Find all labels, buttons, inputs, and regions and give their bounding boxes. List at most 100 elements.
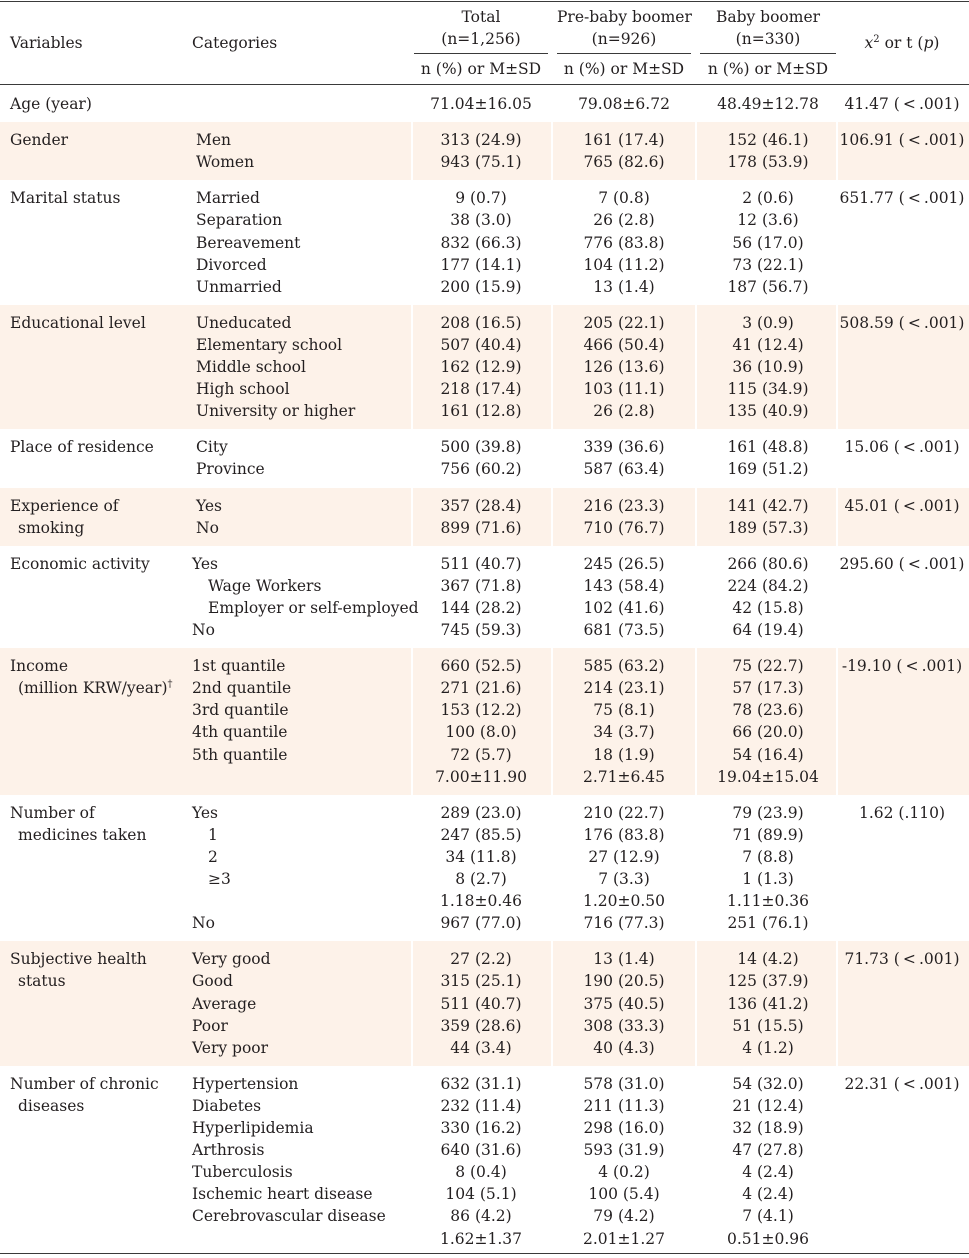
category-label: 1: [208, 825, 218, 844]
value-pre: 176 (83.8): [583, 825, 665, 844]
value-total: 640 (31.6): [440, 1141, 522, 1160]
variable-label: Number of: [10, 803, 95, 822]
value-total: 899 (71.6): [440, 518, 522, 537]
value-pre: 776 (83.8): [583, 233, 665, 252]
value-total: 72 (5.7): [450, 745, 512, 764]
value-baby: 3 (0.9): [742, 313, 794, 332]
value-total: 367 (71.8): [440, 576, 522, 595]
category-label: University or higher: [196, 402, 356, 421]
category-label: Uneducated: [196, 313, 292, 332]
value-baby: 51 (15.5): [732, 1016, 804, 1035]
value-pre: 214 (23.1): [583, 679, 665, 698]
band-separator: [551, 941, 553, 1066]
band-separator: [411, 122, 413, 181]
value-baby: 73 (22.1): [732, 255, 804, 274]
value-pre: 210 (22.7): [583, 803, 665, 822]
value-total: 200 (15.9): [440, 277, 522, 296]
category-label: Cerebrovascular disease: [192, 1207, 386, 1226]
value-total: 359 (28.6): [440, 1016, 522, 1035]
variable-label: smoking: [18, 518, 85, 537]
value-pre: 375 (40.5): [583, 994, 665, 1013]
header-stat-x: x: [864, 34, 874, 52]
value-pre: 593 (31.9): [583, 1141, 665, 1160]
category-label: Middle school: [196, 358, 306, 376]
value-total: 1.18±0.46: [439, 892, 522, 911]
category-label: Divorced: [196, 255, 267, 274]
category-label: High school: [196, 380, 290, 399]
value-pre: 681 (73.5): [583, 621, 665, 639]
category-label: Married: [196, 189, 260, 208]
category-label: No: [192, 914, 215, 933]
value-total: 9 (0.7): [455, 189, 507, 208]
statistic-value: 508.59 ( < .001): [839, 313, 965, 332]
value-pre: 143 (58.4): [583, 576, 665, 595]
value-total: 208 (16.5): [440, 313, 522, 332]
footnote-mark: †: [167, 679, 173, 691]
band-separator: [695, 304, 697, 430]
value-total: 500 (39.8): [440, 438, 522, 457]
value-baby: 12 (3.6): [737, 211, 799, 230]
value-baby: 187 (56.7): [727, 277, 809, 296]
value-total: 218 (17.4): [440, 380, 522, 399]
value-baby: 75 (22.7): [732, 657, 804, 676]
value-total: 247 (85.5): [440, 825, 522, 844]
value-baby: 79 (23.9): [732, 803, 804, 822]
value-total: 144 (28.2): [440, 598, 522, 617]
value-total: 271 (21.6): [440, 679, 522, 698]
value-baby: 178 (53.9): [727, 153, 809, 172]
value-total: 756 (60.2): [440, 460, 522, 479]
value-baby: 115 (34.9): [727, 380, 809, 399]
category-label: Men: [196, 131, 232, 150]
value-baby: 54 (32.0): [732, 1074, 804, 1093]
value-baby: 224 (84.2): [727, 576, 809, 595]
category-label: Hypertension: [192, 1074, 299, 1093]
group-band: [0, 122, 969, 181]
value-total: 153 (12.2): [440, 701, 522, 720]
value-baby: 0.51±0.96: [726, 1229, 809, 1248]
value-pre: 161 (17.4): [583, 131, 665, 150]
band-separator: [695, 487, 697, 546]
category-label: Average: [192, 994, 257, 1013]
value-total: 27 (2.2): [450, 950, 512, 969]
statistic-value: 295.60 ( < .001): [839, 554, 965, 573]
header-stat-close: ): [933, 34, 940, 52]
value-pre: 205 (22.1): [583, 313, 665, 332]
header-pre-n: (n=926): [591, 30, 657, 48]
category-label: Province: [196, 460, 265, 479]
value-total: 745 (59.3): [440, 621, 522, 639]
value-total: 161 (12.8): [440, 402, 522, 421]
group-band: [0, 941, 969, 1066]
statistic-value: 71.73 ( < .001): [844, 950, 960, 969]
group-band: [0, 648, 969, 795]
value-baby: 21 (12.4): [732, 1096, 804, 1115]
statistic-value: 15.06 ( < .001): [844, 438, 960, 457]
category-label: 2nd quantile: [192, 679, 292, 698]
band-separator: [551, 648, 553, 795]
value-baby: 66 (20.0): [732, 723, 804, 742]
top-rule: [0, 1, 969, 2]
variable-label: Gender: [10, 131, 69, 150]
value-total: 100 (8.0): [445, 723, 517, 742]
category-label: Diabetes: [192, 1096, 262, 1115]
value-baby: 266 (80.6): [727, 554, 809, 573]
variable-label: Place of residence: [10, 438, 154, 457]
value-pre: 103 (11.1): [583, 380, 665, 399]
value-baby: 56 (17.0): [732, 233, 804, 252]
statistic-value: 41.47 ( < .001): [844, 95, 960, 113]
value-pre: 79.08±6.72: [578, 95, 670, 113]
band-separator: [411, 487, 413, 546]
value-pre: 126 (13.6): [583, 358, 665, 376]
category-label: Unmarried: [196, 277, 282, 296]
value-pre: 7 (3.3): [598, 870, 650, 888]
value-pre: 26 (2.8): [593, 211, 655, 230]
category-label: 3rd quantile: [192, 701, 289, 720]
value-total: 71.04±16.05: [430, 95, 532, 113]
value-baby: 32 (18.9): [732, 1119, 804, 1137]
value-baby: 78 (23.6): [732, 701, 804, 720]
value-pre: 216 (23.3): [583, 496, 665, 515]
category-label: No: [192, 621, 215, 639]
value-pre: 79 (4.2): [593, 1207, 655, 1226]
value-total: 8 (2.7): [455, 870, 507, 888]
header-total-sub: n (%) or M±SD: [420, 60, 542, 78]
value-pre: 75 (8.1): [593, 701, 655, 720]
